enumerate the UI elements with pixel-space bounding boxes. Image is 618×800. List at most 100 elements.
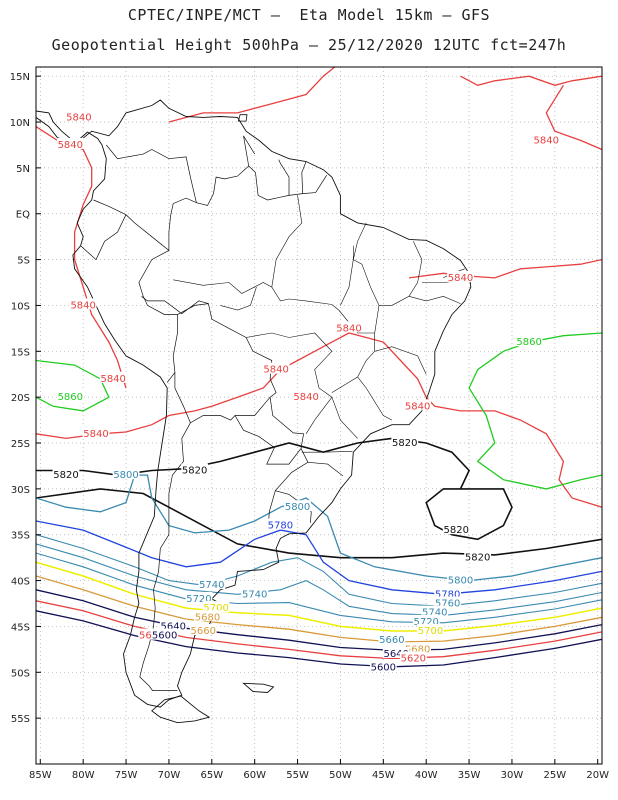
contour-label-backing xyxy=(65,110,93,122)
contour-label-backing xyxy=(241,587,269,599)
contour-label: 5660 xyxy=(191,626,216,637)
contour-label: 5800 xyxy=(285,502,310,513)
height-contour xyxy=(545,84,602,151)
height-contour xyxy=(36,488,602,559)
height-contour xyxy=(460,75,602,86)
contour-label-backing xyxy=(56,390,84,402)
height-contour xyxy=(36,543,602,616)
contour-label-backing xyxy=(515,335,543,347)
lon-tick-label: 55W xyxy=(286,770,309,781)
lat-tick-label: 20S xyxy=(11,393,30,404)
state-border xyxy=(357,376,393,421)
contour-label-backing xyxy=(202,601,230,613)
lat-tick-label: 50S xyxy=(11,668,30,679)
contour-label: 5680 xyxy=(195,612,220,623)
height-contour xyxy=(36,610,602,668)
height-contour xyxy=(36,552,602,624)
contour-label-backing xyxy=(52,468,80,480)
country-border xyxy=(93,144,197,252)
contour-label: 5640 xyxy=(383,649,408,660)
height-contour xyxy=(36,359,110,412)
height-contour xyxy=(36,534,602,607)
lon-tick-label: 65W xyxy=(200,770,223,781)
chart-title-line1: CPTEC/INPE/MCT – Eta Model 15km – GFS xyxy=(127,6,491,24)
contour-label: 5700 xyxy=(203,603,228,614)
height-contour xyxy=(168,67,336,123)
country-border xyxy=(138,250,178,383)
lat-tick-label: 5N xyxy=(16,164,30,175)
lat-tick-label: 25S xyxy=(11,439,30,450)
chart-title-line2: Geopotential Height 500hPa – 25/12/2020 … xyxy=(51,36,567,54)
south-america-coastline xyxy=(36,99,472,708)
height-contour xyxy=(36,332,602,508)
state-border xyxy=(408,295,461,304)
contour-label: 5820 xyxy=(182,466,207,477)
contour-label: 5820 xyxy=(443,525,468,536)
contour-label: 5840 xyxy=(336,323,361,334)
contour-label: 5740 xyxy=(242,589,267,600)
contour-label-backing xyxy=(262,362,290,374)
lon-tick-label: 85W xyxy=(29,770,52,781)
state-border xyxy=(379,241,423,306)
contour-label-backing xyxy=(434,587,462,599)
country-border xyxy=(196,165,249,206)
lon-tick-label: 75W xyxy=(115,770,138,781)
lon-tick-label: 45W xyxy=(372,770,395,781)
country-border xyxy=(243,135,327,201)
height-contour xyxy=(36,600,602,660)
map-frame xyxy=(35,66,603,765)
contour-label: 5600 xyxy=(371,663,396,674)
contour-lines xyxy=(36,67,602,668)
contour-label-backing xyxy=(391,436,419,448)
contour-label-backing xyxy=(151,628,179,640)
contour-label-backing xyxy=(198,578,226,590)
coastlines-and-borders xyxy=(36,31,472,724)
contour-label-backing xyxy=(434,596,462,608)
contour-label-backing xyxy=(112,468,140,480)
state-border xyxy=(220,287,257,311)
lon-tick-label: 20W xyxy=(586,770,609,781)
contour-label: 5840 xyxy=(100,374,125,385)
lat-tick-label: 5S xyxy=(17,256,30,267)
contour-label: 5820 xyxy=(465,553,490,564)
state-border xyxy=(271,195,303,288)
height-contour xyxy=(36,126,127,389)
caribbean-island xyxy=(237,114,248,122)
contour-label: 5840 xyxy=(58,140,83,151)
contour-label: 5680 xyxy=(405,644,430,655)
lon-tick-label: 80W xyxy=(72,770,95,781)
contour-label-backing xyxy=(267,518,294,530)
contour-label-backing xyxy=(284,500,311,512)
caribbean-island xyxy=(192,44,207,49)
latitude-axis: 15N 10N 5N EQ 5S 10S 15S 20S 25S 30S 35S 40S 45S 50S 5… xyxy=(10,72,41,725)
contour-label: 5720 xyxy=(186,594,211,605)
contour-label-backing xyxy=(189,624,217,636)
longitude-axis: 85W 80W 75W 70W 65W 60W 55W 50W 45W 40W 35W 30W 25W 2… xyxy=(29,759,609,781)
contour-labels: 5840 5840 5840 5840 5840 5840 5840 5840 5840 5840… xyxy=(52,110,560,674)
contour-label: 5840 xyxy=(66,112,91,123)
lon-tick-label: 50W xyxy=(329,770,352,781)
lat-tick-label: 30S xyxy=(11,485,30,496)
falkland-islands xyxy=(242,682,275,693)
contour-label-backing xyxy=(404,399,432,411)
contour-label: 5720 xyxy=(413,617,438,628)
state-border xyxy=(340,245,354,306)
caribbean-island xyxy=(130,31,182,47)
contour-label-backing xyxy=(82,426,110,438)
contour-label: 5800 xyxy=(448,576,473,587)
state-border xyxy=(307,462,344,477)
contour-label: 5800 xyxy=(113,470,138,481)
lon-tick-label: 35W xyxy=(458,770,481,781)
height-contour xyxy=(36,589,602,651)
country-border xyxy=(234,397,305,465)
contour-label-backing xyxy=(159,619,187,631)
contour-label: 5840 xyxy=(534,135,559,146)
contour-label: 5820 xyxy=(392,438,417,449)
contour-label: 5600 xyxy=(152,631,177,642)
contour-label: 5840 xyxy=(448,273,473,284)
lat-tick-label: 40S xyxy=(11,577,30,588)
contour-label: 5840 xyxy=(405,401,430,412)
lat-tick-label: 45S xyxy=(11,622,30,633)
country-border xyxy=(301,161,307,194)
contour-label: 5840 xyxy=(83,429,108,440)
